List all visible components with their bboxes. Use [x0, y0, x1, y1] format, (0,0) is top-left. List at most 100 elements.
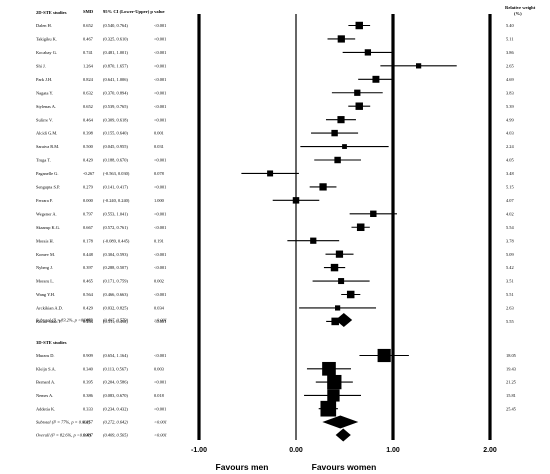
pooled-diamond: [335, 428, 351, 442]
study-p-value: <0.001: [154, 158, 166, 163]
study-name: Dalen H.: [36, 23, 52, 28]
study-name: Overall (I² = 82.6%, p <0.001): [36, 433, 92, 439]
study-ci: (-0.563, 0.030): [103, 171, 130, 177]
study-ci: (0.481, 1.001): [103, 50, 128, 56]
study-p-value: 0.078: [154, 171, 165, 176]
study-smd: 0.500: [83, 144, 94, 149]
study-smd: 0.386: [83, 393, 94, 398]
study-smd: 0.652: [83, 104, 93, 109]
study-p-value: 0.001: [154, 131, 164, 136]
study-name: Park J.H.: [36, 77, 52, 82]
study-p-value: <0.001: [154, 104, 166, 109]
study-name: Bernard A.: [36, 380, 55, 385]
study-p-value: <0.001: [154, 252, 166, 257]
study-smd: 0.279: [83, 185, 94, 190]
study-p-value: <0.001: [154, 117, 166, 122]
study-ci: (-0.240, 0.240): [103, 198, 130, 204]
study-ci: (0.272, 0.642): [103, 420, 128, 426]
study-ci: (0.171, 0.759): [103, 279, 128, 285]
point-estimate: [310, 237, 317, 244]
header-smd: SMD: [83, 9, 94, 14]
study-ci: (0.188, 0.670): [103, 158, 128, 164]
x-axis: -1.00 0.00 1.00 2.00 Favours men Favours wome…: [191, 447, 497, 472]
pooled-diamond: [322, 415, 359, 429]
point-estimate: [355, 102, 363, 110]
study-name: Skaarup K.G.: [36, 225, 60, 230]
study-weight: 4.99: [506, 117, 514, 122]
study-name: Moraru L.: [36, 279, 54, 284]
study-smd: 0.741: [83, 50, 93, 55]
point-estimate: [342, 144, 347, 149]
point-estimate: [356, 223, 365, 232]
favours-left-label: Favours men: [216, 462, 269, 472]
study-weight: 5.39: [506, 104, 514, 109]
study-ci: (0.870, 1.657): [103, 63, 128, 69]
study-p-value: 0.002: [154, 279, 164, 284]
study-weight: 25.45: [506, 406, 517, 411]
point-estimate: [319, 183, 327, 191]
point-estimate: [372, 75, 380, 83]
study-name: Subtotal (I² = 83.2%, p <0.001): [36, 318, 93, 324]
study-name: Subtotal (I² = 77%, p = 0.002): [36, 420, 91, 426]
study-name: Shi J.: [36, 63, 46, 68]
x-tick-label: -1.00: [191, 447, 207, 454]
study-p-value: 0.031: [154, 144, 164, 149]
study-weight: 15.81: [506, 393, 516, 398]
study-ci: (0.083, 0.670): [103, 393, 128, 399]
study-smd: 0.333: [83, 406, 94, 411]
study-weight: 5.54: [506, 225, 514, 230]
study-p-value: 0.034: [154, 306, 165, 311]
study-weight: 5.15: [506, 185, 514, 190]
header-weight: Relative weight: [505, 5, 536, 10]
point-estimate: [346, 290, 355, 299]
study-ci: (0.155, 0.640): [103, 131, 128, 137]
study-weight: 5.42: [506, 265, 514, 270]
study-weight: 2.65: [506, 63, 514, 68]
study-weight: 4.02: [506, 211, 514, 216]
study-smd: 0.467: [83, 37, 94, 42]
study-weight: 19.43: [506, 366, 517, 371]
group-title: 3D-STE studies: [36, 340, 67, 345]
group-title: 2D-STE studies: [36, 10, 67, 15]
study-p-value: <0.001: [154, 380, 166, 385]
study-ci: (0.309, 0.618): [103, 117, 128, 123]
study-p-value: <0.001: [154, 185, 166, 190]
study-name: Nagata Y.: [36, 90, 53, 95]
study-p-value: <0.001: [154, 420, 167, 425]
study-smd: 0.487: [83, 433, 94, 438]
study-name: Stylenas A.: [36, 104, 56, 109]
point-estimate: [337, 116, 345, 124]
study-name: Addetia K.: [36, 406, 55, 411]
study-p-value: <0.001: [154, 77, 166, 82]
study-weight: 3.86: [506, 50, 514, 55]
reference-lines: [197, 14, 492, 440]
study-p-value: <0.001: [154, 319, 166, 324]
study-ci: (0.407, 0.579): [103, 318, 128, 324]
point-estimate: [331, 317, 339, 326]
study-smd: 0.429: [83, 158, 94, 163]
study-p-value: <0.001: [154, 225, 166, 230]
study-p-value: <0.001: [154, 353, 166, 358]
study-smd: 0.797: [83, 211, 94, 216]
point-estimate: [322, 361, 336, 376]
study-smd: 0.457: [83, 420, 94, 425]
point-estimate: [416, 63, 422, 69]
point-estimate: [327, 389, 340, 402]
study-smd: 0.395: [83, 380, 94, 385]
point-estimate: [267, 170, 274, 177]
study-p-value: <0.001: [154, 90, 166, 95]
study-name: Truga T.: [36, 158, 51, 163]
study-weight: 18.05: [506, 353, 517, 358]
study-smd: 0.429: [83, 306, 94, 311]
study-p-value: <0.001: [154, 50, 166, 55]
study-smd: 0.632: [83, 90, 93, 95]
study-ci: (0.204, 0.586): [103, 380, 128, 386]
point-estimate: [320, 400, 337, 417]
study-name: Kocabay G.: [36, 50, 57, 55]
study-ci: (0.654, 1.164): [103, 353, 128, 359]
study-weight: 5.51: [506, 292, 514, 297]
study-weight: 4.03: [506, 131, 514, 136]
study-smd: 0.909: [83, 353, 94, 358]
study-p-value: <0.001: [154, 406, 166, 411]
